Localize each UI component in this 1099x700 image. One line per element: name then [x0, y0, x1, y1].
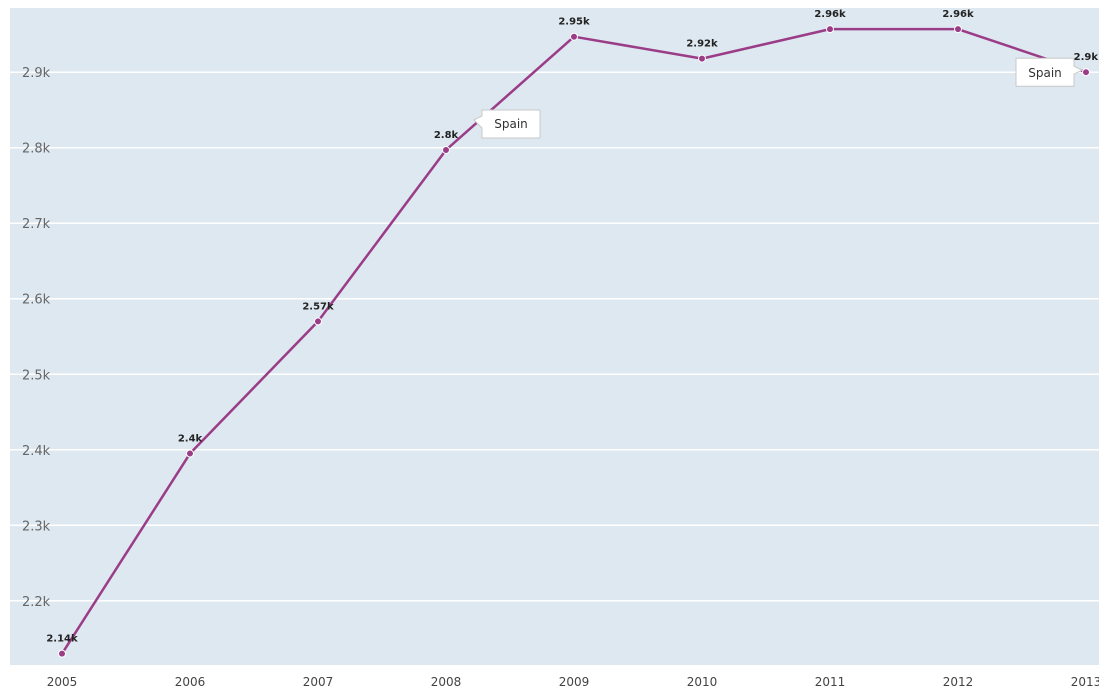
y-tick-label: 2.9k: [22, 66, 51, 81]
data-point[interactable]: [826, 25, 834, 34]
data-label: 2.96k: [942, 9, 974, 20]
data-point[interactable]: [698, 54, 706, 63]
tooltip-label: Spain: [494, 117, 528, 131]
plot-background: [10, 8, 1099, 665]
data-point[interactable]: [314, 317, 322, 326]
x-tick-label: 2007: [303, 675, 334, 689]
data-label: 2.96k: [814, 9, 846, 20]
y-tick-label: 2.8k: [22, 142, 51, 157]
data-label: 2.57k: [302, 301, 334, 312]
y-tick-label: 2.7k: [22, 217, 51, 232]
data-point[interactable]: [186, 449, 194, 458]
y-tick-label: 2.3k: [22, 519, 51, 534]
data-label: 2.92k: [686, 39, 718, 50]
x-tick-label: 2005: [47, 675, 78, 689]
x-tick-label: 2011: [815, 675, 846, 689]
tooltip-box: [1015, 57, 1084, 87]
data-point[interactable]: [954, 25, 962, 34]
y-tick-label: 2.6k: [22, 293, 51, 308]
x-tick-label: 2009: [559, 675, 590, 689]
data-point[interactable]: [1082, 68, 1090, 77]
x-tick-label: 2012: [943, 675, 974, 689]
y-tick-label: 2.5k: [22, 368, 51, 383]
data-label: 2.8k: [434, 130, 459, 141]
data-point[interactable]: [442, 145, 450, 154]
data-label: 2.95k: [558, 17, 590, 28]
x-tick-label: 2013: [1071, 675, 1099, 689]
data-point[interactable]: [570, 32, 578, 41]
data-point[interactable]: [58, 649, 66, 658]
x-tick-label: 2010: [687, 675, 718, 689]
x-tick-label: 2008: [431, 675, 462, 689]
y-tick-label: 2.2k: [22, 595, 51, 610]
data-label: 2.9k: [1074, 52, 1099, 63]
data-label: 2.4k: [178, 434, 203, 445]
tooltip-box: [473, 109, 541, 139]
tooltip-label: Spain: [1028, 66, 1062, 80]
x-tick-label: 2006: [175, 675, 206, 689]
data-label: 2.14k: [46, 634, 78, 645]
y-tick-label: 2.4k: [22, 444, 51, 459]
